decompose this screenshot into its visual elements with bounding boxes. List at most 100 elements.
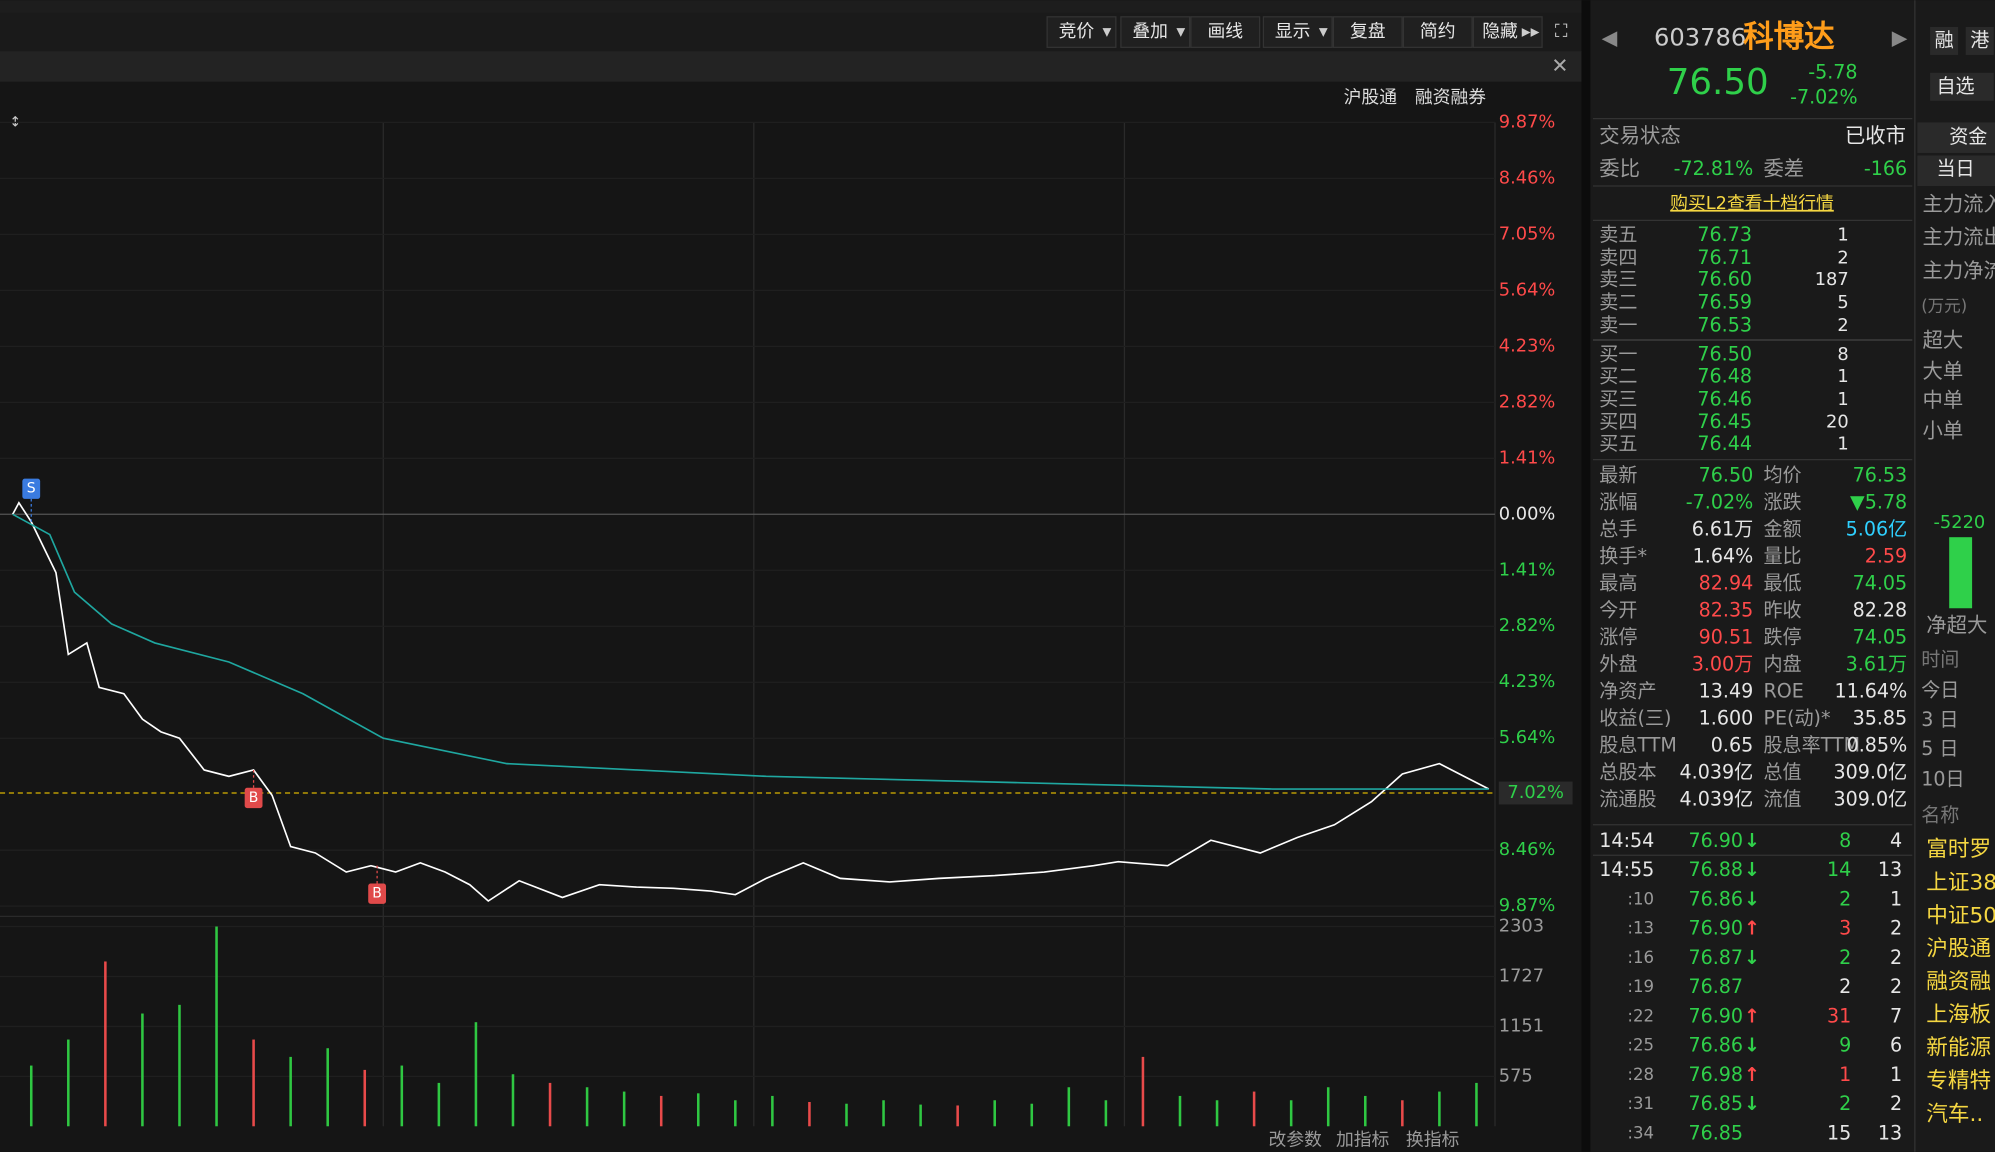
l2-link[interactable]: 购买L2查看十档行情 xyxy=(1670,193,1834,214)
fund-tab[interactable] xyxy=(1917,155,1995,187)
volume-bar xyxy=(585,1087,589,1127)
tick-volume: 2 xyxy=(1839,1093,1851,1115)
tick-arrow: ↑ xyxy=(1744,1005,1760,1027)
bid-volume: 1 xyxy=(1837,366,1848,387)
sector-name[interactable]: 沪股通 xyxy=(1926,936,1991,961)
toolbar-button[interactable] xyxy=(1190,16,1261,48)
stat-value: 82.28 xyxy=(1853,599,1908,621)
stat-value: 2.59 xyxy=(1865,546,1907,568)
tick-arrow: ↓ xyxy=(1744,1093,1760,1115)
toolbar-button[interactable] xyxy=(1046,16,1117,48)
sector-name[interactable]: 中证50 xyxy=(1926,903,1995,928)
ask-label: 卖二 xyxy=(1599,292,1637,314)
fund-period: 今日 xyxy=(1921,680,1959,702)
toolbar-button[interactable] xyxy=(1402,16,1473,48)
y-tick-label: 0.00% xyxy=(1499,503,1556,524)
sector-name[interactable]: 融资融 xyxy=(1926,970,1991,995)
stat-label: 今开 xyxy=(1599,599,1637,621)
volume-bar xyxy=(1215,1100,1219,1127)
volume-bar xyxy=(1364,1095,1367,1127)
volume-bar xyxy=(400,1065,404,1127)
tick-count: 2 xyxy=(1890,976,1902,998)
stock-code: 603786 xyxy=(1654,23,1746,51)
volume-bar xyxy=(845,1103,848,1127)
stock-name: 科博达 xyxy=(1743,20,1835,55)
toolbar-button[interactable] xyxy=(1472,16,1543,48)
stat-label: 最新 xyxy=(1599,465,1637,487)
y-tick-label: 4.23% xyxy=(1499,671,1556,692)
stat-value: 74.05 xyxy=(1853,573,1908,595)
footer-button[interactable]: 改参数 xyxy=(1269,1129,1323,1150)
quote-button-label: 自选 xyxy=(1936,75,1974,97)
next-stock[interactable]: ▶ xyxy=(1892,25,1908,49)
y-tick-label: 1.41% xyxy=(1499,559,1556,580)
stat-value: 0.65 xyxy=(1711,734,1753,756)
fund-tab[interactable] xyxy=(1917,122,1995,153)
tick-price: 76.85 xyxy=(1688,1093,1743,1115)
quote-button[interactable] xyxy=(1965,26,1994,55)
footer-button[interactable]: 加指标 xyxy=(1336,1129,1390,1150)
stat-label: 股息率TTM xyxy=(1763,734,1860,756)
sector-name[interactable]: 上证38 xyxy=(1926,870,1995,895)
fund-period: 5 日 xyxy=(1921,738,1958,760)
tick-time: :34 xyxy=(1627,1123,1654,1142)
price-change: -5.78 xyxy=(1808,61,1857,83)
volume-bar xyxy=(1326,1087,1330,1127)
stat-value: 4.039亿 xyxy=(1680,788,1754,810)
y-tick-label: 1.41% xyxy=(1499,447,1556,468)
price-change-pct: -7.02% xyxy=(1790,87,1857,109)
volume-bar xyxy=(474,1022,478,1127)
volume-bar xyxy=(1178,1095,1182,1127)
trade-marker[interactable] xyxy=(368,883,387,904)
volume-bar xyxy=(252,1039,255,1127)
volume-tick-label: 575 xyxy=(1499,1065,1533,1086)
footer-button[interactable]: 换指标 xyxy=(1406,1129,1460,1150)
stat-label: 金额 xyxy=(1763,519,1801,541)
stat-value: 82.35 xyxy=(1699,599,1754,621)
quote-button[interactable] xyxy=(1930,72,1994,101)
trade-marker[interactable] xyxy=(22,478,41,499)
badge: 沪股通 xyxy=(1344,87,1398,108)
volume-bar xyxy=(771,1095,774,1127)
bid-price: 76.50 xyxy=(1697,344,1752,366)
stat-value: 3.00万 xyxy=(1692,653,1754,675)
badge: 融资融券 xyxy=(1415,87,1486,108)
volume-bar xyxy=(956,1105,959,1127)
fund-row-label: 主力净流 xyxy=(1922,258,1995,282)
stat-value: 35.85 xyxy=(1853,707,1908,729)
sector-name[interactable]: 上海板 xyxy=(1926,1003,1991,1028)
fund-tab-label: 资金 xyxy=(1949,126,1987,148)
sector-name[interactable]: 富时罗 xyxy=(1926,837,1991,862)
tick-count: 13 xyxy=(1878,1122,1902,1144)
toolbar-button[interactable] xyxy=(1120,16,1191,48)
bid-price: 76.45 xyxy=(1697,411,1752,433)
prev-stock[interactable]: ◀ xyxy=(1602,25,1618,49)
marker-label: B xyxy=(249,790,259,806)
stock-price: 76.50 xyxy=(1667,62,1769,103)
stat-value: 76.50 xyxy=(1699,465,1754,487)
sector-name[interactable]: 汽车.. xyxy=(1926,1102,1983,1127)
stat-value: 5.06亿 xyxy=(1846,519,1908,541)
ask-volume: 1 xyxy=(1837,225,1848,246)
volume-bar xyxy=(289,1056,292,1127)
volume-bar xyxy=(326,1048,329,1127)
close-icon[interactable]: ✕ xyxy=(1551,53,1568,77)
sector-name[interactable]: 新能源 xyxy=(1926,1036,1991,1061)
chart-header xyxy=(0,51,1582,82)
tick-volume: 14 xyxy=(1827,859,1851,881)
quote-button[interactable] xyxy=(1930,26,1959,55)
sector-name[interactable]: 专精特 xyxy=(1926,1069,1991,1094)
stat-label: 涨幅 xyxy=(1599,492,1637,514)
ask-label: 卖一 xyxy=(1599,314,1637,336)
fullscreen-icon[interactable]: ⛶ xyxy=(1555,21,1568,42)
status-label: 交易状态 xyxy=(1599,123,1680,147)
stat-value: 1.64% xyxy=(1693,546,1754,568)
trade-marker[interactable] xyxy=(244,787,263,809)
ask-label: 卖四 xyxy=(1599,247,1637,269)
toolbar-button[interactable] xyxy=(1332,16,1403,48)
toolbar-button[interactable] xyxy=(1262,16,1333,48)
volume-tick-label: 2303 xyxy=(1499,916,1544,937)
tick-price: 76.87 xyxy=(1688,976,1743,998)
volume-bar xyxy=(622,1091,626,1127)
stat-label: 净资产 xyxy=(1599,680,1656,702)
